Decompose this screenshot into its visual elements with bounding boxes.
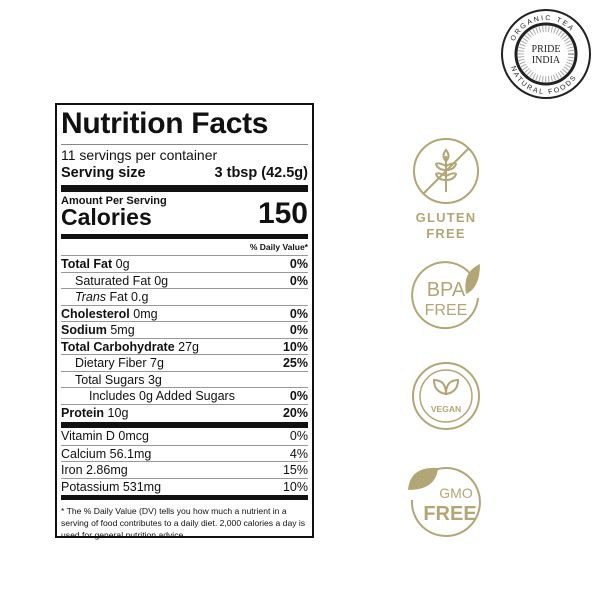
nutrient-row: Cholesterol 0mg 0%	[61, 304, 308, 322]
bpa-leaf-icon: BPA FREE	[411, 261, 480, 330]
calories-label: Calories	[61, 204, 152, 230]
nutrient-name: Trans	[75, 290, 107, 304]
vitamin-dv: 15%	[282, 463, 308, 477]
logo-pride: PRIDE	[532, 44, 561, 55]
vitamin-name: Vitamin D 0mcg	[61, 429, 149, 443]
nutrient-dv: 20%	[282, 405, 308, 420]
nutrient-row: Includes 0g Added Sugars 0%	[61, 387, 308, 404]
nutrient-name: Includes 0g Added Sugars	[89, 389, 235, 403]
serving-size: Serving size 3 tbsp (42.5g)	[61, 165, 308, 181]
nutrient-amount: 7g	[150, 356, 164, 370]
dv-header: % Daily Value*	[249, 242, 308, 252]
servings-per-container: 11 servings per container	[61, 147, 218, 163]
wheat-crossed-icon	[413, 138, 479, 204]
calories-value: 150	[257, 197, 308, 230]
nutrient-amount: Fat 0.g	[109, 290, 149, 304]
nutrient-dv: 0%	[289, 273, 308, 288]
nutrient-dv: 0%	[289, 323, 308, 337]
nutrient-row: Trans Fat 0.g	[61, 288, 308, 305]
gmo-text: GMO	[439, 485, 473, 501]
bpa-free-badge: BPA FREE	[400, 258, 492, 330]
bpa-free-text: FREE	[425, 302, 468, 319]
gmo-leaf-icon: GMO FREE	[408, 467, 481, 537]
pride-india-logo: ORGANIC TEA NATURAL FOODS PRIDE INDIA	[500, 8, 592, 100]
footnote: * The % Daily Value (DV) tells you how m…	[61, 506, 306, 540]
divider	[61, 144, 308, 145]
vitamin-name: Potassium 531mg	[61, 479, 162, 494]
vitamin-row: Vitamin D 0mcg 0%	[61, 428, 308, 445]
nutrient-row: Dietary Fiber 7g 25%	[61, 354, 308, 371]
vitamin-name: Calcium 56.1mg	[61, 446, 152, 461]
vegan-leaves-icon: VEGAN	[412, 362, 480, 430]
vitamin-row: Potassium 531mg 10%	[61, 477, 308, 495]
nutrient-row: Total Fat 0g 0%	[61, 255, 308, 272]
nutrient-name: Sodium	[61, 323, 107, 337]
nutrient-dv: 0%	[289, 306, 308, 321]
divider-thick	[61, 422, 308, 428]
nutrient-row: Total Carbohydrate 27g 10%	[61, 337, 308, 355]
amount-per-serving: Amount Per Serving	[61, 195, 167, 207]
nutrient-name: Total Fat	[61, 257, 113, 271]
nutrition-facts-label: Nutrition Facts 11 servings per containe…	[55, 103, 314, 540]
gmo-free-badge: GMO FREE	[400, 460, 492, 540]
nutrient-dv: 0%	[289, 389, 308, 403]
divider-thick	[61, 495, 308, 500]
vegan-badge: VEGAN	[400, 360, 492, 432]
gmo-free-text: FREE	[423, 503, 476, 525]
nutrient-dv: 10%	[282, 339, 308, 354]
logo-india: INDIA	[532, 55, 561, 66]
gluten-free-badge: GLUTEN FREE	[400, 136, 492, 242]
nutrient-amount: 10g	[107, 405, 129, 420]
nutrient-amount: 27g	[178, 339, 200, 354]
nutrient-dv: 0%	[289, 257, 308, 271]
nutrient-amount: 0mg	[133, 306, 158, 321]
label-title: Nutrition Facts	[61, 107, 269, 140]
serving-size-value: 3 tbsp (42.5g)	[214, 165, 308, 181]
vitamin-list: Vitamin D 0mcg 0% Calcium 56.1mg 4% Iron 2.8…	[61, 428, 308, 494]
serving-size-label: Serving size	[61, 165, 146, 181]
nutrient-amount: 0g	[115, 257, 130, 271]
nutrient-row: Sodium 5mg 0%	[61, 321, 308, 338]
divider-thick	[61, 234, 308, 239]
nutrient-name: Total Carbohydrate	[61, 339, 175, 354]
vegan-text: VEGAN	[431, 404, 461, 414]
nutrient-row: Saturated Fat 0g 0%	[61, 271, 308, 289]
nutrient-name: Dietary Fiber	[75, 356, 147, 370]
vitamin-dv: 10%	[282, 479, 308, 494]
nutrient-dv: 25%	[282, 356, 308, 370]
bpa-text: BPA	[427, 279, 466, 301]
vitamin-row: Iron 2.86mg 15%	[61, 461, 308, 478]
nutrient-list: Total Fat 0g 0% Saturated Fat 0g 0% Trans Fa…	[61, 255, 308, 420]
vitamin-name: Iron 2.86mg	[61, 463, 128, 477]
gluten-free-text: FREE	[426, 226, 466, 241]
nutrient-name: Cholesterol	[61, 306, 130, 321]
nutrient-name: Total Sugars	[75, 372, 145, 387]
gluten-text: GLUTEN	[415, 210, 477, 225]
nutrient-row: Total Sugars 3g	[61, 370, 308, 388]
nutrient-amount: 0g	[154, 273, 169, 288]
nutrient-name: Saturated Fat	[75, 273, 151, 288]
nutrient-name: Protein	[61, 405, 105, 420]
vitamin-dv: 4%	[289, 446, 308, 461]
nutrient-amount: 3g	[147, 372, 162, 387]
nutrient-amount: 5mg	[110, 323, 135, 337]
divider-thick	[61, 185, 308, 192]
vitamin-dv: 0%	[289, 429, 308, 443]
vitamin-row: Calcium 56.1mg 4%	[61, 444, 308, 462]
nutrient-row: Protein 10g 20%	[61, 403, 308, 421]
